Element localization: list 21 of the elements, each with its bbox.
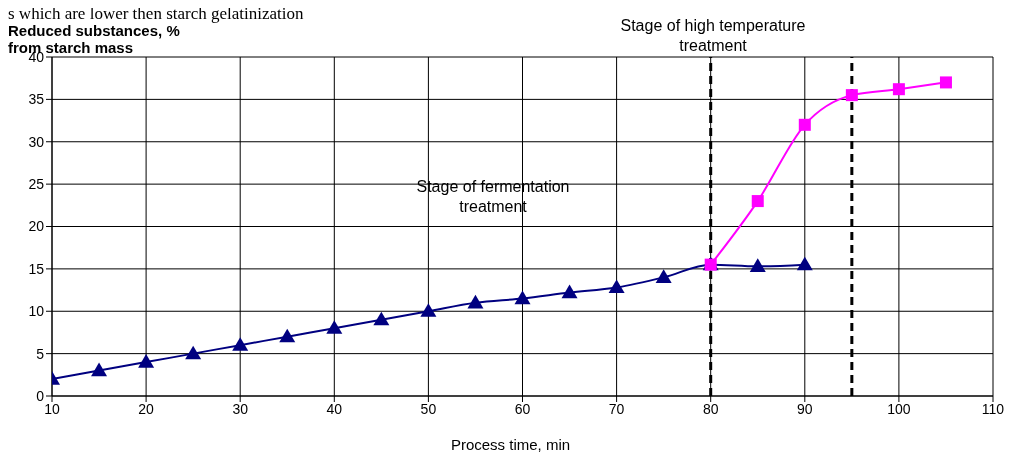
x-tick-label: 80 <box>702 400 719 417</box>
x-tick-label: 100 <box>887 400 911 417</box>
y-tick-label: 5 <box>36 345 45 362</box>
y-tick-label: 20 <box>28 218 45 235</box>
y-tick-label: 0 <box>36 387 45 404</box>
y-tick-label: 15 <box>28 260 45 277</box>
x-tick-label: 60 <box>514 400 531 417</box>
x-tick-label: 110 <box>981 400 1005 417</box>
y-tick-label: 30 <box>28 133 45 150</box>
x-axis-title: Process time, min <box>449 436 572 453</box>
x-tick-label: 20 <box>138 400 155 417</box>
y-tick-label: 25 <box>28 176 45 193</box>
x-tick-label: 30 <box>232 400 249 417</box>
text: Stage of high temperature treatment <box>619 16 807 56</box>
x-tick-label: 50 <box>420 400 437 417</box>
x-tick-label: 90 <box>797 400 813 417</box>
x-tick-label: 40 <box>326 400 343 417</box>
y-tick-label: 35 <box>28 91 45 108</box>
text: s which are lower then starch gelatinization <box>8 7 305 24</box>
x-tick-label: 70 <box>608 400 625 417</box>
y-tick-label: 10 <box>28 303 45 320</box>
